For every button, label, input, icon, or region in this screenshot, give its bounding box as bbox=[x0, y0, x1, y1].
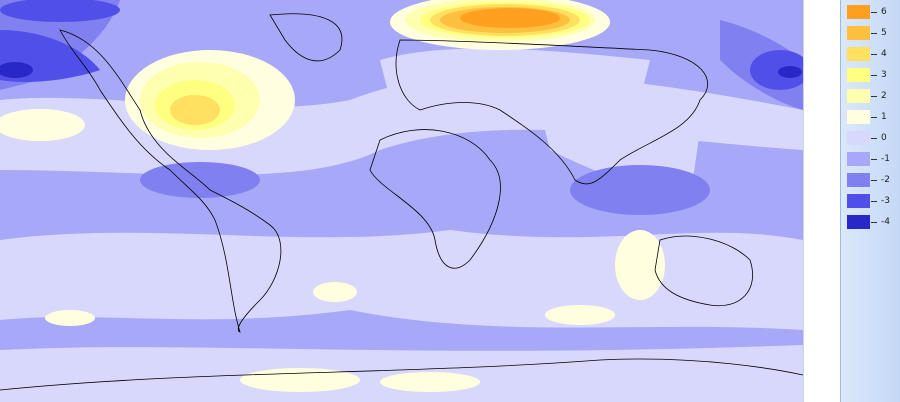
world-anomaly-map bbox=[0, 0, 803, 402]
legend-item: -4 bbox=[847, 215, 890, 229]
legend-swatch bbox=[847, 5, 870, 19]
legend-item: -2 bbox=[847, 173, 890, 187]
legend-item: 0 bbox=[847, 131, 887, 145]
legend-swatch bbox=[847, 173, 870, 187]
legend-item: -3 bbox=[847, 194, 890, 208]
legend-swatch bbox=[847, 26, 870, 40]
legend-item: 6 bbox=[847, 5, 887, 19]
legend-item: 1 bbox=[847, 110, 887, 124]
legend-item: 4 bbox=[847, 47, 887, 61]
legend-item: -1 bbox=[847, 152, 890, 166]
legend-swatch bbox=[847, 215, 870, 229]
legend-swatch bbox=[847, 110, 870, 124]
color-legend: 6 5 4 3 2 1 0 -1 -2 -3 -4 bbox=[840, 0, 900, 402]
legend-swatch bbox=[847, 194, 870, 208]
legend-swatch bbox=[847, 152, 870, 166]
plus-six-region bbox=[460, 8, 560, 28]
legend-item: 2 bbox=[847, 89, 887, 103]
legend-swatch bbox=[847, 68, 870, 82]
minus-four-regions bbox=[0, 62, 802, 78]
coastlines bbox=[0, 13, 803, 391]
legend-swatch bbox=[847, 131, 870, 145]
legend-item: 5 bbox=[847, 26, 887, 40]
legend-item: 3 bbox=[847, 68, 887, 82]
legend-swatch bbox=[847, 47, 870, 61]
legend-swatch bbox=[847, 89, 870, 103]
map-frame-margin bbox=[803, 0, 841, 402]
